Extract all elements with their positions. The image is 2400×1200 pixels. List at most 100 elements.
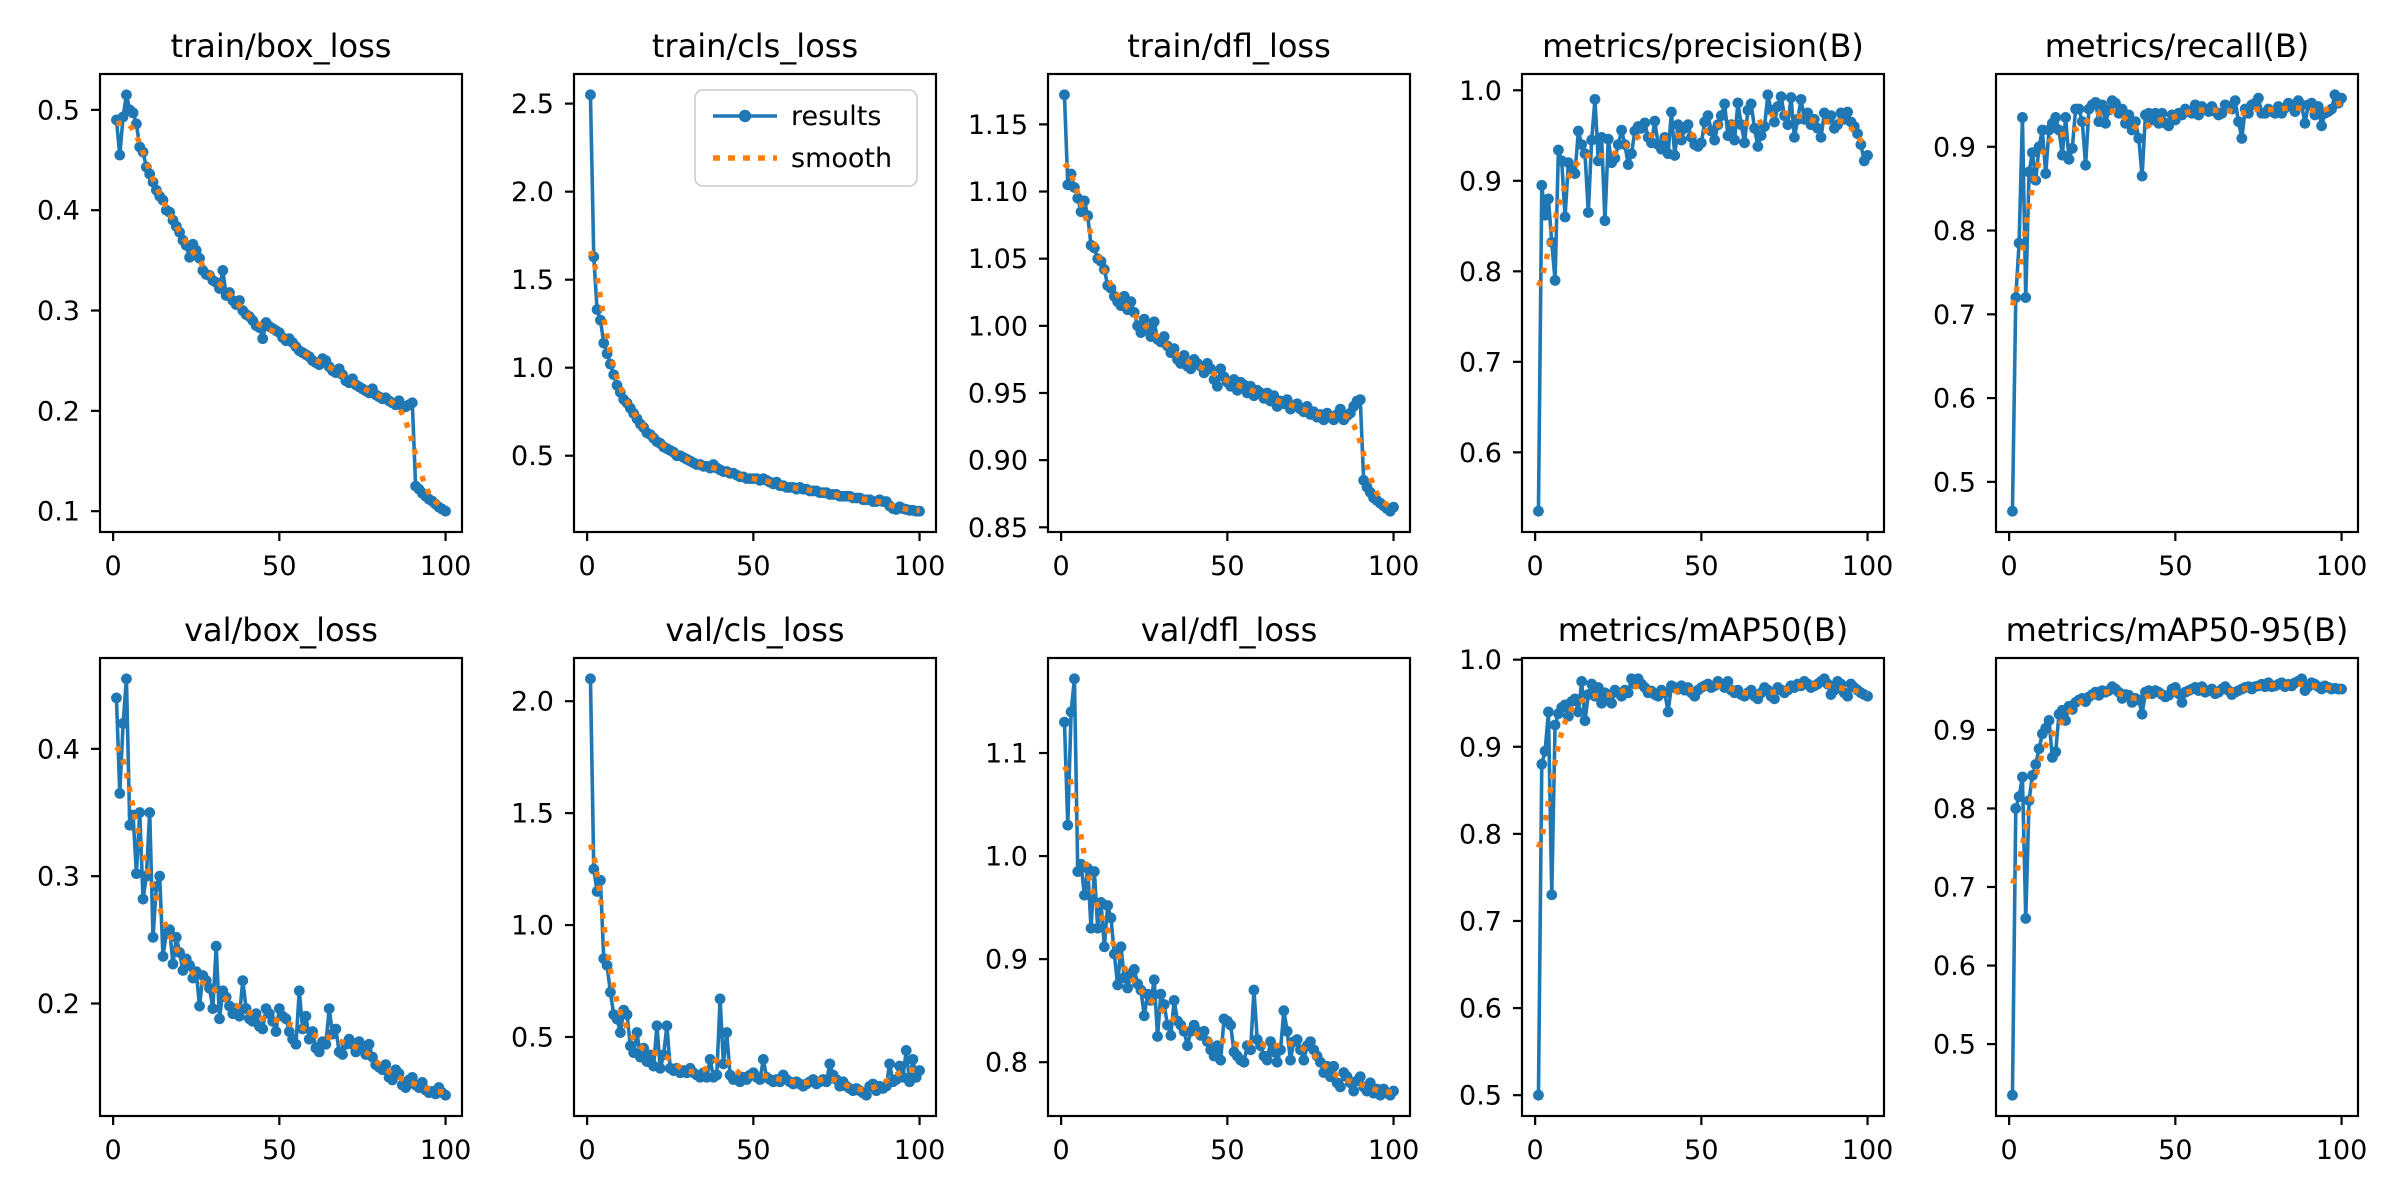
y-tick-label: 0.8 [1933, 794, 1976, 825]
results-marker [907, 1053, 919, 1065]
results-marker [293, 985, 305, 997]
results-marker [2007, 1089, 2018, 1101]
results-marker [2023, 166, 2035, 178]
y-tick-label: 1.10 [968, 177, 1028, 208]
subplot-train-box-loss: train/box_loss 0.1 0.2 0.3 0.4 0.5 0 50 100 [37, 27, 471, 582]
smooth-line [1535, 681, 1868, 849]
plot-title: train/dfl_loss [1127, 27, 1331, 65]
results-marker [1606, 697, 1617, 709]
results-line [114, 93, 447, 513]
y-tick-label: 2.5 [511, 89, 554, 120]
results-marker [2020, 292, 2032, 303]
results-marker [2229, 95, 2241, 107]
results-marker [237, 975, 249, 986]
y-tick-label: 0.3 [37, 296, 80, 327]
results-marker [117, 111, 129, 123]
results-marker [121, 673, 132, 685]
results-marker [1569, 168, 1581, 179]
x-tick-label: 100 [1368, 551, 1420, 582]
series-group [1059, 89, 1399, 517]
x-tick-label: 50 [1684, 1135, 1718, 1166]
results-marker [2233, 116, 2244, 128]
results-marker [1695, 137, 1707, 149]
results-marker [585, 89, 596, 101]
results-marker [270, 1026, 282, 1037]
results-marker [323, 1003, 335, 1014]
series-group [111, 89, 451, 517]
results-marker [1579, 715, 1591, 727]
results-marker [1609, 152, 1621, 164]
results-marker [595, 874, 606, 886]
series-group [1533, 89, 1873, 517]
results-marker [1729, 134, 1740, 146]
axes-box [572, 656, 938, 1118]
results-marker [1772, 101, 1784, 112]
x-tick-label: 50 [736, 551, 770, 582]
results-marker [1739, 137, 1750, 149]
results-marker [1261, 1054, 1273, 1066]
results-marker [1533, 505, 1544, 517]
results-marker [2030, 759, 2042, 770]
x-tick-label: 50 [1210, 551, 1244, 582]
series-group [2007, 673, 2347, 1101]
results-marker [1572, 125, 1584, 137]
x-tick-label: 0 [105, 551, 122, 582]
results-marker [1749, 122, 1760, 134]
y-tick-label: 0.8 [1459, 257, 1502, 288]
results-marker [127, 107, 139, 119]
results-marker [1069, 673, 1080, 685]
results-marker [1225, 1019, 1237, 1031]
results-marker [1271, 1056, 1283, 1068]
results-marker [2007, 505, 2018, 517]
y-tick-label: 0.85 [968, 513, 1028, 544]
results-marker [1649, 115, 1661, 127]
results-marker [2216, 107, 2228, 119]
x-tick-label: 50 [1210, 1135, 1244, 1166]
y-tick-label: 0.7 [1459, 906, 1502, 937]
results-line [1062, 677, 1395, 1097]
results-marker [1666, 106, 1677, 118]
results-marker [114, 149, 126, 161]
results-marker [1334, 403, 1346, 415]
results-marker [170, 931, 182, 943]
results-marker [1354, 1071, 1366, 1083]
y-tick-label: 0.9 [985, 945, 1028, 976]
y-tick-label: 1.15 [968, 110, 1028, 141]
results-marker [1852, 128, 1863, 140]
y-tick-label: 0.9 [1933, 715, 1976, 746]
axes-box [1994, 72, 2360, 534]
results-marker [757, 1053, 769, 1065]
results-marker [2100, 117, 2111, 129]
y-tick-label: 0.5 [511, 441, 554, 472]
results-marker [290, 1038, 302, 1050]
smooth-line [116, 120, 447, 510]
y-tick-label: 0.8 [1933, 216, 1976, 247]
results-marker [1669, 150, 1681, 161]
results-line [1536, 677, 1869, 1096]
results-marker [1162, 1019, 1173, 1031]
plot-title: metrics/precision(B) [1542, 27, 1864, 65]
results-marker [121, 89, 132, 101]
results-marker [1248, 984, 1260, 996]
results-marker [2033, 743, 2045, 755]
results-marker [1278, 1005, 1290, 1017]
results-marker [1102, 900, 1114, 911]
x-tick-label: 50 [736, 1135, 770, 1166]
results-marker [1152, 1031, 1163, 1042]
x-tick-label: 50 [2158, 1135, 2192, 1166]
x-tick-label: 50 [1684, 551, 1718, 582]
subplot-train-dfl-loss: train/dfl_loss 0.85 0.90 0.95 1.00 1.05 1.10 1.… [968, 27, 1420, 582]
x-tick-label: 50 [262, 551, 296, 582]
x-tick-label: 100 [2316, 551, 2368, 582]
results-marker [1079, 889, 1090, 901]
results-marker [1211, 380, 1223, 392]
results-marker [1148, 316, 1160, 328]
smooth-line [2009, 681, 2342, 885]
axes-box [1046, 72, 1412, 534]
results-marker [2299, 117, 2311, 129]
results-marker [1305, 1036, 1316, 1047]
legend-results-marker [738, 109, 752, 123]
results-marker [598, 337, 610, 349]
results-marker [1586, 134, 1598, 146]
results-marker [164, 924, 176, 936]
